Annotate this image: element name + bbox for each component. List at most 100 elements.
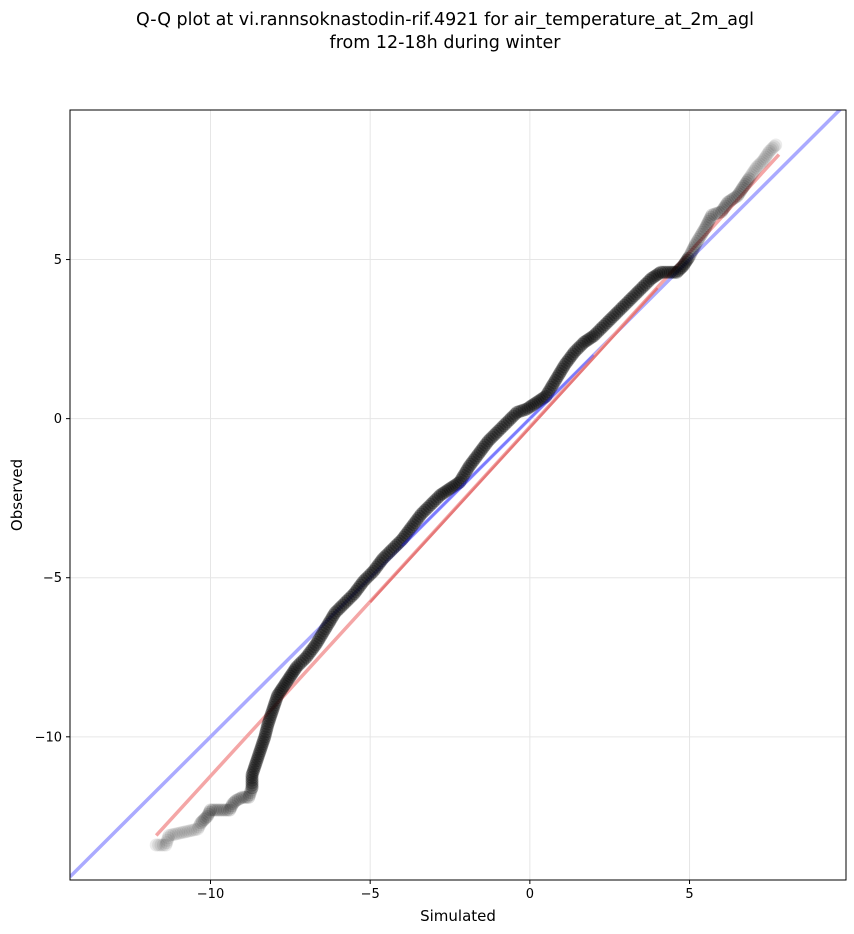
quantile-point <box>324 613 338 627</box>
quantile-point <box>179 825 193 839</box>
quantile-point <box>729 190 743 204</box>
quantile-point <box>473 445 487 459</box>
quantile-point <box>261 717 275 731</box>
quantile-point <box>245 773 259 787</box>
quantile-point <box>445 480 459 494</box>
quantile-point <box>656 265 670 279</box>
quantile-point <box>363 568 377 582</box>
quantile-point <box>283 669 297 683</box>
quantile-point <box>738 177 752 191</box>
quantile-point <box>227 795 241 809</box>
quantile-point <box>475 442 489 456</box>
quantile-point <box>332 602 346 616</box>
quantile-point <box>397 530 411 544</box>
quantile-point <box>499 417 513 431</box>
quantile-point <box>160 833 174 847</box>
quantile-point <box>263 712 277 726</box>
quantile-point <box>280 675 294 689</box>
quantile-point <box>418 503 432 517</box>
quantile-point <box>345 589 359 603</box>
x-axis-ticks: −10 −5 0 5 <box>197 880 694 902</box>
y-tick-label: 0 <box>54 412 62 427</box>
quantile-point <box>447 479 461 493</box>
quantile-point <box>733 185 747 199</box>
quantile-point <box>254 742 268 756</box>
quantile-point <box>646 270 660 284</box>
quantile-point <box>585 330 599 344</box>
quantile-point <box>226 797 240 811</box>
quantile-point <box>260 720 274 734</box>
quantile-point <box>751 159 765 173</box>
quantile-point <box>197 813 211 827</box>
quantile-point <box>316 626 330 640</box>
quantile-point <box>266 703 280 717</box>
quantile-point <box>304 644 318 658</box>
quantile-point <box>489 426 503 440</box>
quantile-point <box>720 197 734 211</box>
quantile-point <box>271 688 285 702</box>
quantile-point <box>321 617 335 631</box>
quantile-point <box>612 304 626 318</box>
quantile-point <box>546 378 560 392</box>
quantile-point <box>742 172 756 186</box>
quantile-point <box>648 269 662 283</box>
quantile-point <box>493 422 507 436</box>
quantile-point <box>690 234 704 248</box>
quantile-point <box>400 526 414 540</box>
quantile-point <box>557 360 571 374</box>
quantile-point <box>637 279 651 293</box>
quantile-point <box>525 398 539 412</box>
quantile-point <box>249 756 263 770</box>
quantile-point <box>193 818 207 832</box>
quantile-point <box>747 164 761 178</box>
quantile-point <box>533 393 547 407</box>
quantile-point <box>408 516 422 530</box>
quantile-point <box>233 791 247 805</box>
quantile-point <box>615 300 629 314</box>
plot-area-frame <box>69 109 847 881</box>
quantile-point <box>561 353 575 367</box>
quantile-point <box>380 548 394 562</box>
quantile-point <box>558 358 572 372</box>
quantile-point <box>433 488 447 502</box>
x-tick-label: −10 <box>197 887 224 902</box>
quantile-point <box>592 323 606 337</box>
quantile-point <box>554 364 568 378</box>
quantile-point <box>251 751 265 765</box>
quantile-point <box>245 768 259 782</box>
quantile-point <box>676 259 690 273</box>
quantile-point <box>663 265 677 279</box>
quantile-point <box>276 681 290 695</box>
quantile-point <box>359 572 373 586</box>
quantile-point <box>330 604 344 618</box>
quantile-point <box>640 275 654 289</box>
quantile-point <box>318 622 332 636</box>
quantile-point <box>587 329 601 343</box>
quantile-point <box>294 656 308 670</box>
quantile-point <box>176 825 190 839</box>
quantile-point <box>716 203 730 217</box>
quantile-point <box>373 556 387 570</box>
quantile-point <box>306 642 320 656</box>
quantile-point <box>260 722 274 736</box>
quantile-point <box>642 274 656 288</box>
quantile-point <box>301 648 315 662</box>
quantile-point <box>696 225 710 239</box>
quantile-point <box>685 245 699 259</box>
quantile-point <box>398 528 412 542</box>
quantile-point <box>625 291 639 305</box>
quantile-point <box>469 451 483 465</box>
quantile-point <box>684 247 698 261</box>
quantile-point <box>687 241 701 255</box>
quantile-point <box>673 262 687 276</box>
quantile-point <box>251 749 265 763</box>
quantile-point <box>453 475 467 489</box>
quantile-point <box>282 671 296 685</box>
quantile-point <box>602 314 616 328</box>
quantile-point <box>285 667 299 681</box>
quantile-point <box>245 781 259 795</box>
quantile-point <box>288 662 302 676</box>
quantile-point <box>200 809 214 823</box>
quantile-point <box>269 693 283 707</box>
quantile-point <box>169 827 183 841</box>
